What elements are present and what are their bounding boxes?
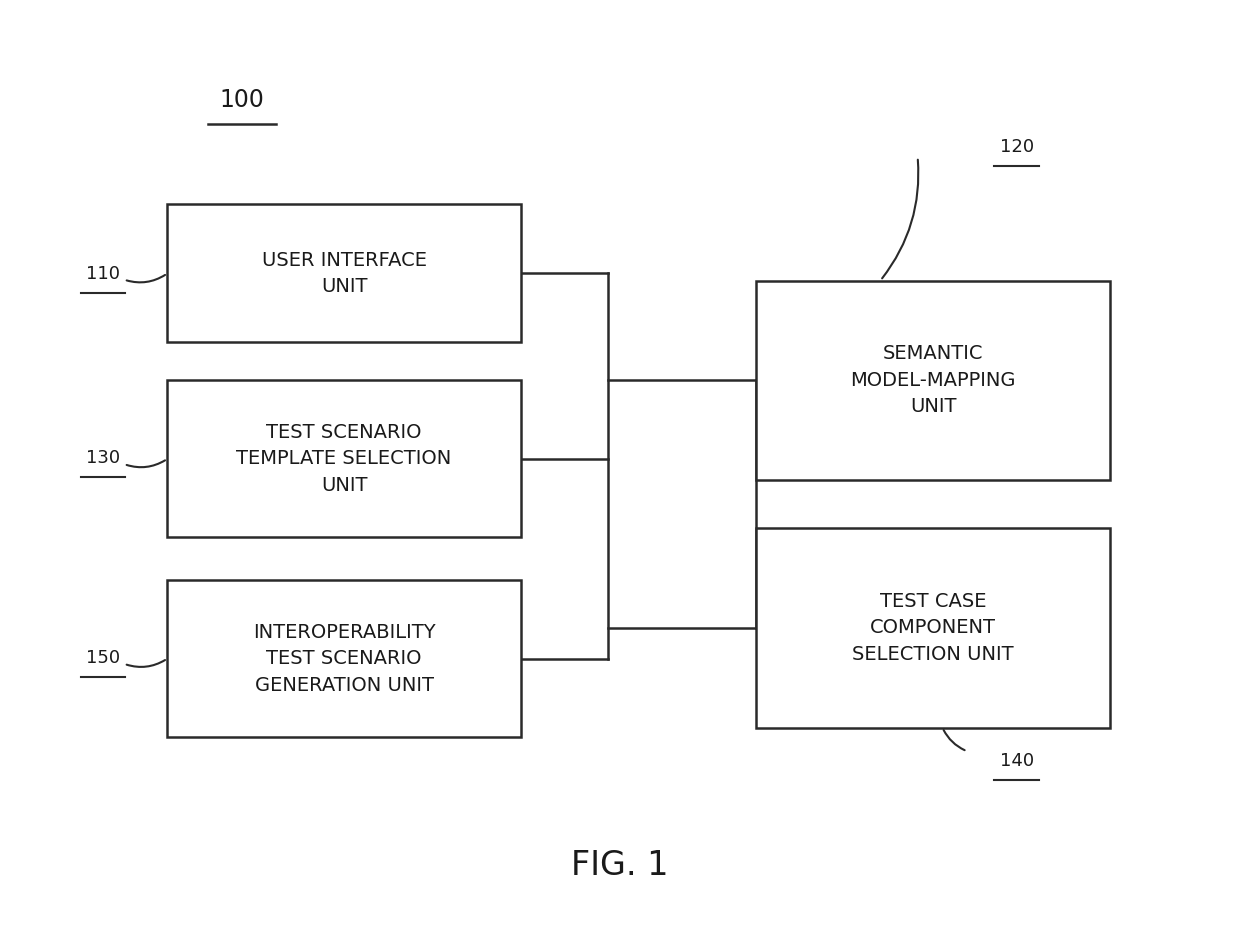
Text: SEMANTIC
MODEL-MAPPING
UNIT: SEMANTIC MODEL-MAPPING UNIT — [851, 344, 1016, 417]
Text: 130: 130 — [86, 450, 120, 467]
FancyBboxPatch shape — [167, 380, 521, 537]
Text: 140: 140 — [999, 752, 1034, 769]
Text: INTEROPERABILITY
TEST SCENARIO
GENERATION UNIT: INTEROPERABILITY TEST SCENARIO GENERATIO… — [253, 623, 435, 694]
Text: TEST SCENARIO
TEMPLATE SELECTION
UNIT: TEST SCENARIO TEMPLATE SELECTION UNIT — [237, 423, 451, 495]
Text: 120: 120 — [999, 139, 1034, 156]
FancyBboxPatch shape — [756, 281, 1110, 480]
Text: FIG. 1: FIG. 1 — [572, 849, 668, 882]
Text: 150: 150 — [86, 650, 120, 667]
FancyBboxPatch shape — [167, 580, 521, 737]
Text: 100: 100 — [219, 87, 264, 112]
FancyBboxPatch shape — [167, 204, 521, 342]
Text: TEST CASE
COMPONENT
SELECTION UNIT: TEST CASE COMPONENT SELECTION UNIT — [852, 592, 1014, 664]
Text: 110: 110 — [86, 265, 120, 282]
Text: USER INTERFACE
UNIT: USER INTERFACE UNIT — [262, 251, 427, 296]
FancyBboxPatch shape — [756, 528, 1110, 728]
